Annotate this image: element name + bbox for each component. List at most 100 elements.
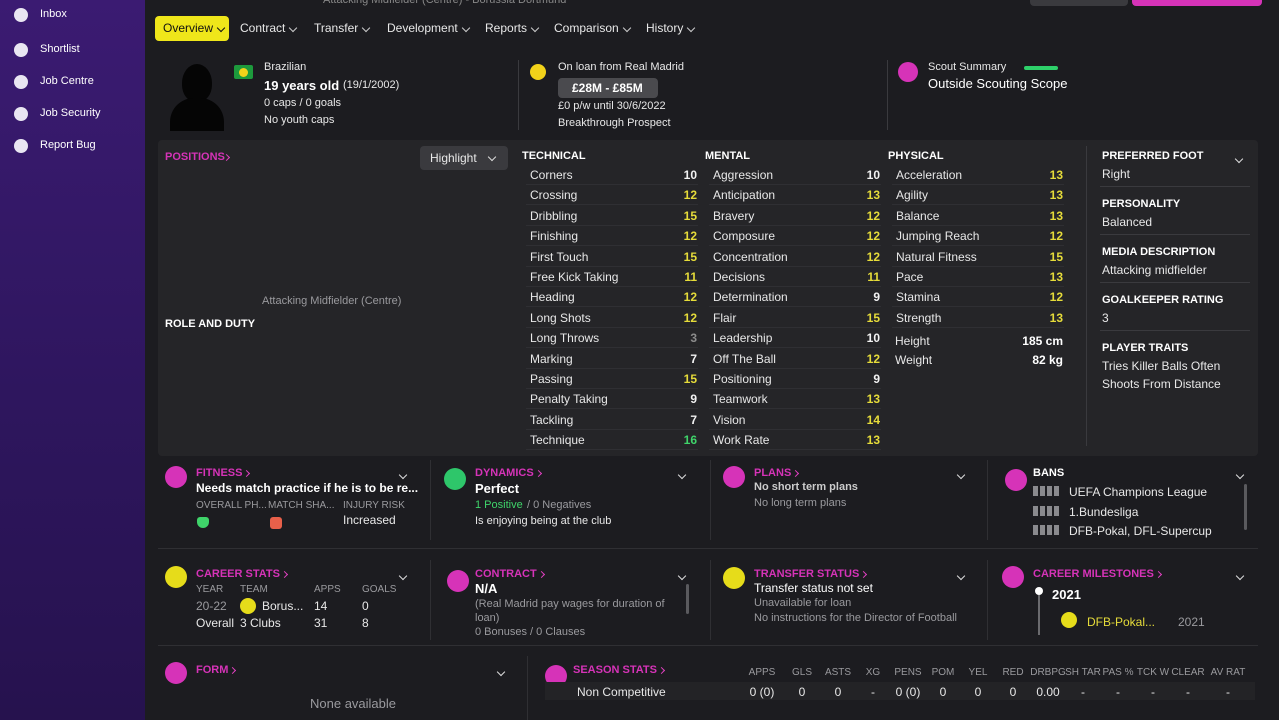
season-stats-value: 0 — [1009, 685, 1017, 699]
stats-cell: 8 — [362, 616, 369, 630]
card-title[interactable]: FITNESS — [196, 467, 243, 479]
row-divider — [158, 645, 1258, 646]
ban-competition: 1.Bundesliga — [1069, 504, 1139, 519]
season-stats-header: DRBPG — [1030, 667, 1066, 678]
youth-caps: No youth caps — [264, 114, 335, 126]
tab[interactable]: Development — [387, 21, 458, 35]
attribute-value: 12 — [866, 208, 880, 223]
age: 19 years old — [264, 78, 340, 93]
sidebar-item[interactable]: Job Security — [40, 107, 101, 119]
season-stats-header: APPS — [748, 667, 776, 678]
sidebar-item[interactable]: Report Bug — [40, 139, 96, 151]
stats-cell: 14 — [314, 599, 328, 613]
card-title[interactable]: CONTRACT — [475, 568, 537, 580]
attribute-row-line — [709, 408, 881, 410]
attribute-name: Jumping Reach — [896, 229, 980, 244]
attribute-row-line — [709, 245, 881, 247]
card-icon — [723, 567, 745, 589]
injury-risk: Increased — [343, 513, 396, 527]
attribute-row-line — [892, 306, 1064, 308]
top-button — [1030, 0, 1128, 6]
stats-header: YEAR — [196, 584, 224, 595]
attribute-value: 13 — [1049, 208, 1063, 223]
season-stats-header: TCK W — [1136, 667, 1170, 678]
link-arrow — [534, 469, 543, 478]
flag-diamond — [239, 67, 248, 77]
tab[interactable]: Overview — [163, 21, 214, 35]
attribute-value: 13 — [866, 188, 880, 203]
info-value: 3 — [1102, 311, 1109, 325]
tab[interactable]: Transfer — [314, 21, 359, 35]
card-title[interactable]: TRANSFER STATUS — [754, 568, 860, 580]
attribute-value: 13 — [1049, 270, 1063, 284]
dropdown-arrow — [622, 23, 632, 33]
attribute-value: 11 — [684, 270, 697, 284]
card-title[interactable]: DYNAMICS — [475, 467, 534, 479]
attribute-name: Dribbling — [530, 208, 578, 223]
sidebar-icon — [14, 75, 28, 89]
tab[interactable]: Comparison — [554, 21, 619, 35]
attribute-value: 12 — [866, 249, 880, 264]
attribute-value: 15 — [1049, 249, 1063, 264]
attribute-value: 10 — [866, 331, 880, 346]
sidebar-item[interactable]: Job Centre — [40, 75, 94, 87]
info-value: Attacking midfielder — [1102, 263, 1207, 277]
attribute-value: 13 — [866, 433, 880, 448]
dropdown-arrow — [686, 23, 696, 33]
season-stats-value: 0 — [798, 685, 806, 699]
sidebar-item[interactable]: Inbox — [40, 8, 67, 20]
attribute-group-title: MENTAL — [705, 150, 751, 162]
attribute-value: 12 — [866, 229, 880, 244]
attribute-value: 7 — [690, 351, 697, 366]
season-stats-header: PENS — [894, 667, 922, 678]
scout-label: Scout Summary — [928, 61, 1007, 73]
season-stats-value: - — [1081, 685, 1085, 699]
attribute-row-line — [709, 224, 881, 226]
attribute-name: Strength — [896, 310, 942, 325]
season-stats-value: - — [871, 685, 875, 699]
fitness-column: INJURY RISK — [343, 500, 405, 511]
highlight-dropdown[interactable] — [420, 146, 508, 170]
plan-line: No long term plans — [754, 497, 847, 509]
card-title[interactable]: FORM — [196, 664, 229, 676]
attribute-value: 12 — [683, 229, 697, 244]
attribute-name: Vision — [713, 412, 746, 427]
stats-cell: 31 — [314, 616, 328, 630]
tab[interactable]: Reports — [485, 21, 528, 35]
dropdown-arrow — [496, 667, 506, 677]
team-badge — [240, 598, 256, 614]
attribute-row-line — [709, 347, 881, 349]
dynamics-text: Is enjoying being at the club — [475, 515, 612, 527]
milestone-item-year: 2021 — [1178, 615, 1205, 629]
card-title[interactable]: SEASON STATS — [573, 664, 657, 676]
link-arrow — [1154, 570, 1163, 579]
card-icon — [723, 466, 745, 488]
card-title[interactable]: PLANS — [754, 467, 792, 479]
transfer-status-line: No instructions for the Director of Foot… — [754, 612, 957, 624]
stats-cell: 0 — [362, 599, 369, 613]
tab[interactable]: Contract — [240, 21, 286, 35]
info-label: PLAYER TRAITS — [1102, 342, 1189, 354]
info-divider — [1100, 282, 1250, 283]
card-title[interactable]: CAREER STATS — [196, 568, 280, 580]
sidebar-icon — [14, 107, 28, 121]
ban-competition: UEFA Champions League — [1069, 485, 1208, 499]
positions-title[interactable]: POSITIONS — [165, 151, 225, 163]
season-stats-value: - — [1116, 685, 1120, 699]
attribute-row-line — [526, 449, 698, 451]
tab[interactable]: History — [646, 21, 684, 35]
attribute-row-line — [892, 326, 1064, 328]
attribute-value: 9 — [873, 290, 880, 305]
sidebar-item[interactable]: Shortlist — [40, 43, 80, 55]
caps: 0 caps / 0 goals — [264, 97, 342, 109]
contract-extra: 0 Bonuses / 0 Clauses — [475, 626, 586, 636]
milestone-icon — [1061, 612, 1077, 628]
attribute-name: Free Kick Taking — [530, 270, 619, 284]
attribute-name: Decisions — [713, 270, 766, 284]
attribute-name: Composure — [713, 229, 776, 244]
attribute-value: 12 — [683, 310, 697, 325]
card-title[interactable]: CAREER MILESTONES — [1033, 568, 1154, 580]
attribute-name: Corners — [530, 168, 573, 182]
loan-info: On loan from Real Madrid — [558, 61, 684, 73]
dropdown-arrow — [398, 470, 408, 480]
